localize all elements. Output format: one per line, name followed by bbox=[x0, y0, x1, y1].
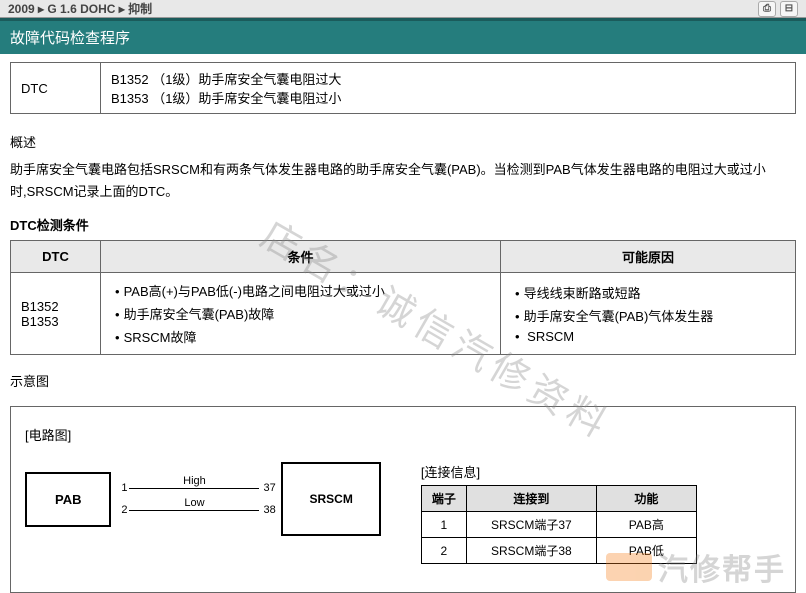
terminal-cell: 2 bbox=[421, 538, 466, 564]
pin-left: 2 bbox=[111, 504, 129, 516]
tool-button-1[interactable]: ⎙ bbox=[758, 1, 776, 17]
table-row: B1352 B1353 PAB高(+)与PAB低(-)电路之间电阻过大或过小 助… bbox=[11, 273, 796, 355]
overview-text: 助手席安全气囊电路包括SRSCM和有两条气体发生器电路的助手席安全气囊(PAB)… bbox=[10, 159, 796, 203]
table-row: 2 SRSCM端子38 PAB低 bbox=[421, 538, 696, 564]
condition-item: SRSCM故障 bbox=[115, 325, 490, 348]
cause-item: SRSCM bbox=[515, 327, 785, 346]
col-header-cause: 可能原因 bbox=[501, 241, 796, 273]
dtc-definition-table: DTC B1352 （1级）助手席安全气囊电阻过大 B1353 （1级）助手席安… bbox=[10, 62, 796, 114]
wire-label: High bbox=[179, 475, 210, 487]
conditions-table: DTC 条件 可能原因 B1352 B1353 PAB高(+)与PAB低(-)电… bbox=[10, 240, 796, 355]
breadcrumb-text: 2009 ▸ G 1.6 DOHC ▸ 抑制 bbox=[8, 0, 152, 17]
detect-conditions-heading: DTC检测条件 bbox=[10, 215, 796, 234]
pin-right: 37 bbox=[259, 482, 283, 494]
pin-left: 1 bbox=[111, 482, 129, 494]
wire-row: 2 Low 38 bbox=[111, 499, 283, 521]
connection-info: [连接信息] 端子 连接到 功能 1 SRSCM端子37 PAB高 2 SRSC… bbox=[421, 462, 697, 564]
tool-button-2[interactable]: ⊟ bbox=[780, 1, 798, 17]
section-header: 故障代码检查程序 bbox=[0, 18, 806, 54]
table-row: DTC B1352 （1级）助手席安全气囊电阻过大 B1353 （1级）助手席安… bbox=[11, 63, 796, 114]
conditions-cell: PAB高(+)与PAB低(-)电路之间电阻过大或过小 助手席安全气囊(PAB)故… bbox=[101, 273, 501, 355]
function-cell: PAB低 bbox=[596, 538, 696, 564]
wire-line: Low bbox=[129, 510, 259, 511]
connect-to-cell: SRSCM端子37 bbox=[466, 512, 596, 538]
dtc-code: B1353 bbox=[21, 314, 90, 329]
col-header-terminal: 端子 bbox=[421, 486, 466, 512]
table-header-row: 端子 连接到 功能 bbox=[421, 486, 696, 512]
pin-right: 38 bbox=[259, 504, 283, 516]
wire-line: High bbox=[129, 488, 259, 489]
function-cell: PAB高 bbox=[596, 512, 696, 538]
col-header-connect-to: 连接到 bbox=[466, 486, 596, 512]
circuit-diagram-label: [电路图] bbox=[25, 425, 781, 444]
connection-info-label: [连接信息] bbox=[421, 462, 697, 481]
dtc-codes-cell: B1352 （1级）助手席安全气囊电阻过大 B1353 （1级）助手席安全气囊电… bbox=[101, 63, 796, 114]
terminal-cell: 1 bbox=[421, 512, 466, 538]
dtc-cell: B1352 B1353 bbox=[11, 273, 101, 355]
table-header-row: DTC 条件 可能原因 bbox=[11, 241, 796, 273]
connection-table: 端子 连接到 功能 1 SRSCM端子37 PAB高 2 SRSCM端子38 P… bbox=[421, 485, 697, 564]
cause-item: 助手席安全气囊(PAB)气体发生器 bbox=[515, 304, 785, 327]
col-header-function: 功能 bbox=[596, 486, 696, 512]
srscm-block: SRSCM bbox=[281, 462, 380, 536]
connect-to-cell: SRSCM端子38 bbox=[466, 538, 596, 564]
dtc-code: B1352 bbox=[21, 299, 90, 314]
dtc-label-cell: DTC bbox=[11, 63, 101, 114]
causes-cell: 导线线束断路或短路 助手席安全气囊(PAB)气体发生器 SRSCM bbox=[501, 273, 796, 355]
wire-label: Low bbox=[180, 497, 208, 509]
schematic-heading: 示意图 bbox=[10, 371, 796, 390]
circuit-diagram: PAB 1 High 37 2 Low 38 SRSCM bbox=[25, 462, 381, 536]
dtc-code-line: B1352 （1级）助手席安全气囊电阻过大 bbox=[111, 69, 785, 88]
condition-item: PAB高(+)与PAB低(-)电路之间电阻过大或过小 bbox=[115, 279, 490, 302]
schematic-container: [电路图] PAB 1 High 37 2 Low 38 bbox=[10, 406, 796, 593]
col-header-dtc: DTC bbox=[11, 241, 101, 273]
col-header-condition: 条件 bbox=[101, 241, 501, 273]
overview-heading: 概述 bbox=[10, 132, 796, 151]
pab-block: PAB bbox=[25, 472, 111, 527]
table-row: 1 SRSCM端子37 PAB高 bbox=[421, 512, 696, 538]
dtc-code-line: B1353 （1级）助手席安全气囊电阻过小 bbox=[111, 88, 785, 107]
condition-item: 助手席安全气囊(PAB)故障 bbox=[115, 302, 490, 325]
cause-item: 导线线束断路或短路 bbox=[515, 281, 785, 304]
breadcrumb-bar: 2009 ▸ G 1.6 DOHC ▸ 抑制 ⎙ ⊟ bbox=[0, 0, 806, 18]
